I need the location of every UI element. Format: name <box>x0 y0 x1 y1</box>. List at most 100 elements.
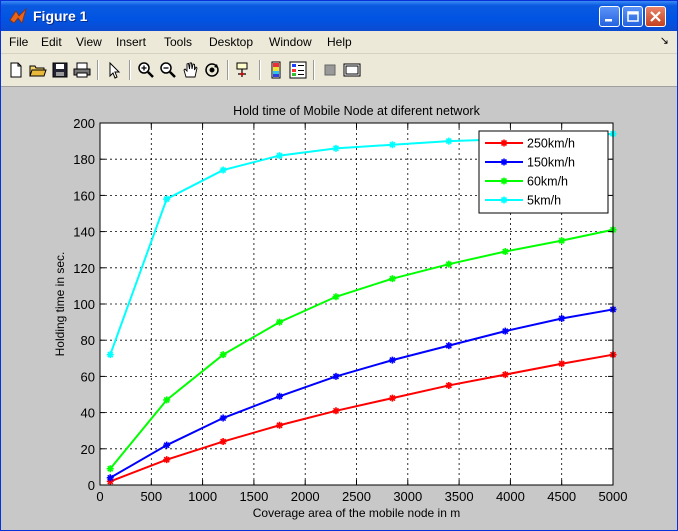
data-point <box>106 477 114 485</box>
y-tick-label: 60 <box>81 369 95 384</box>
data-point <box>558 237 566 245</box>
hide-plot-tools-icon[interactable] <box>321 61 339 79</box>
y-tick-label: 20 <box>81 442 95 457</box>
data-point <box>106 351 114 359</box>
menu-insert[interactable]: Insert <box>116 35 147 49</box>
minimize-button[interactable] <box>599 6 620 27</box>
menu-window[interactable]: Window <box>269 35 312 49</box>
colorbar-icon[interactable] <box>267 61 285 79</box>
y-tick-label: 160 <box>73 188 95 203</box>
maximize-button[interactable] <box>622 6 643 27</box>
x-tick-label: 1500 <box>239 489 268 504</box>
print-icon[interactable] <box>73 61 91 79</box>
x-tick-label: 3000 <box>393 489 422 504</box>
legend-icon[interactable] <box>289 61 307 79</box>
data-point <box>388 356 396 364</box>
menu-help[interactable]: Help <box>327 35 352 49</box>
x-tick-label: 5000 <box>599 489 628 504</box>
legend-box[interactable] <box>478 130 609 214</box>
matlab-logo-icon <box>9 7 27 24</box>
title-bar[interactable]: Figure 1 <box>1 1 677 31</box>
data-point <box>501 327 509 335</box>
x-tick-label: 4000 <box>496 489 525 504</box>
x-tick-label: 4500 <box>547 489 576 504</box>
x-tick-label: 2500 <box>342 489 371 504</box>
data-point <box>332 293 340 301</box>
data-point <box>106 465 114 473</box>
toolbar-separator <box>227 60 229 80</box>
data-point <box>445 137 453 145</box>
y-tick-label: 80 <box>81 333 95 348</box>
new-file-icon[interactable] <box>7 61 25 79</box>
menu-bar: File Edit View Insert Tools Desktop Wind… <box>1 31 677 54</box>
y-tick-label: 200 <box>73 116 95 131</box>
data-point <box>388 275 396 283</box>
x-tick-label: 1000 <box>188 489 217 504</box>
legend-marker <box>500 177 508 185</box>
legend-label: 5km/h <box>527 194 561 208</box>
pointer-icon[interactable] <box>105 61 123 79</box>
data-point <box>163 441 171 449</box>
x-tick-label: 0 <box>96 489 103 504</box>
menu-tools[interactable]: Tools <box>164 35 193 49</box>
show-plot-tools-icon[interactable] <box>343 61 361 79</box>
data-point <box>388 141 396 149</box>
menu-edit[interactable]: Edit <box>41 35 62 49</box>
data-point <box>276 392 284 400</box>
y-tick-label: 180 <box>73 152 95 167</box>
data-point <box>219 166 227 174</box>
y-axis-label: Holding time in sec. <box>53 252 67 357</box>
minimize-icon <box>605 19 612 22</box>
x-tick-label: 500 <box>140 489 162 504</box>
save-icon[interactable] <box>51 61 69 79</box>
data-cursor-icon[interactable] <box>235 61 253 79</box>
menu-view[interactable]: View <box>76 35 102 49</box>
close-icon <box>650 11 661 22</box>
close-button[interactable] <box>645 6 666 27</box>
data-point <box>332 407 340 415</box>
legend-label: 60km/h <box>527 175 568 189</box>
data-point <box>332 144 340 152</box>
data-point <box>219 351 227 359</box>
data-point <box>276 318 284 326</box>
series-line <box>109 308 614 479</box>
toolbar-separator <box>259 60 261 80</box>
data-point <box>276 152 284 160</box>
pan-hand-icon[interactable] <box>181 61 199 79</box>
data-point <box>388 394 396 402</box>
data-point <box>445 381 453 389</box>
line-chart: 0 500 1000 1500 2000 2500 3000 3500 4000 4500 5000… <box>53 104 628 520</box>
rotate-icon[interactable] <box>203 61 221 79</box>
x-tick-label: 2000 <box>291 489 320 504</box>
data-point <box>445 342 453 350</box>
zoom-out-icon[interactable] <box>159 61 177 79</box>
toolbar-separator <box>97 60 99 80</box>
maximize-icon <box>627 11 639 22</box>
data-point <box>558 360 566 368</box>
window-title: Figure 1 <box>33 8 88 24</box>
series-line <box>109 228 614 470</box>
x-axis-label: Coverage area of the mobile node in m <box>253 506 460 520</box>
data-point <box>163 456 171 464</box>
legend-marker <box>500 196 508 204</box>
dock-figure-icon[interactable]: ↘ <box>659 35 669 47</box>
y-tick-label: 40 <box>81 406 95 421</box>
data-point <box>558 314 566 322</box>
data-point <box>501 248 509 256</box>
legend-marker <box>500 139 508 147</box>
toolbar-separator <box>313 60 315 80</box>
data-point <box>219 438 227 446</box>
menu-desktop[interactable]: Desktop <box>209 35 254 49</box>
zoom-in-icon[interactable] <box>137 61 155 79</box>
menu-file[interactable]: File <box>9 35 29 49</box>
legend-marker <box>500 158 508 166</box>
data-point <box>163 195 171 203</box>
legend-label: 250km/h <box>527 137 575 151</box>
legend-label: 150km/h <box>527 156 575 170</box>
data-point <box>276 421 284 429</box>
toolbar-separator <box>129 60 131 80</box>
open-folder-icon[interactable] <box>29 61 47 79</box>
data-point <box>332 372 340 380</box>
series-line <box>109 353 614 483</box>
